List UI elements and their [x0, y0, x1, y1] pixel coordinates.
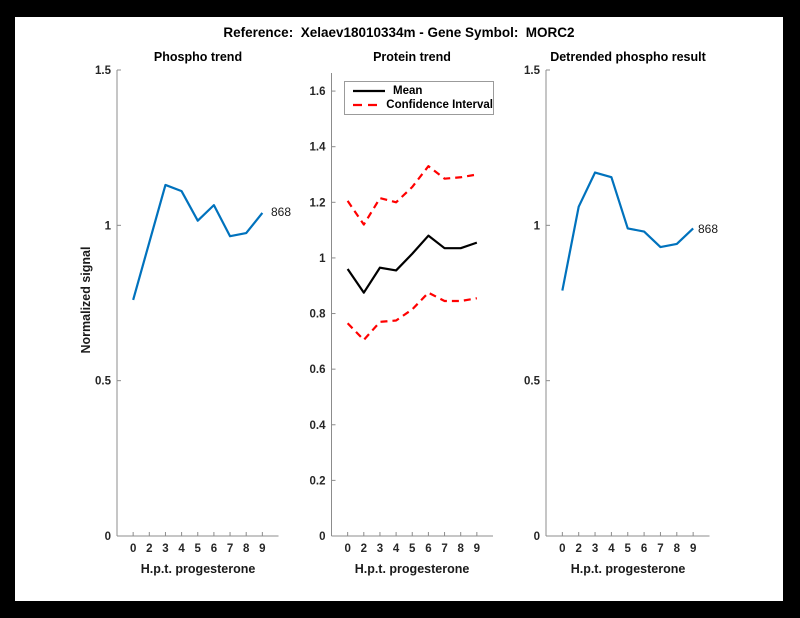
y-tick-label: 0.6	[310, 364, 326, 376]
x-tick-label: 0	[130, 543, 136, 555]
subplot3-title: Detrended phospho result	[550, 50, 706, 64]
y-tick-label: 0.8	[310, 309, 327, 321]
y-tick-label: 0.5	[95, 376, 112, 388]
subplot2-title: Protein trend	[373, 50, 451, 64]
series-line-confidence-interval-upper-	[346, 165, 478, 226]
figure-title: Reference: Xelaev18010334m - Gene Symbol…	[223, 25, 575, 40]
x-tick-label: 4	[608, 543, 615, 555]
subplot1-xlabel: H.p.t. progesterone	[140, 562, 256, 576]
x-tick-label: 7	[227, 543, 233, 555]
x-tick-label: 0	[344, 543, 350, 555]
y-tick-label: 1.2	[310, 197, 326, 209]
x-tick-label: 9	[259, 543, 265, 555]
charts-canvas: 00.511.50 2 3 4 5 6 7 8 900.20.40.60.811.21.41.6…	[95, 65, 710, 555]
legend-label-mean: Mean	[393, 85, 423, 97]
x-tick-label: 3	[592, 543, 598, 555]
x-tick-label: 4	[393, 543, 400, 555]
legend-entry-mean: Mean	[345, 85, 493, 97]
series-line-detrended-phospho-signal	[561, 171, 694, 291]
subplot1-title: Phospho trend	[153, 50, 243, 64]
x-tick-label: 7	[441, 543, 447, 555]
y-tick-label: 0	[319, 531, 325, 543]
x-tick-label: 6	[211, 543, 217, 555]
mean-line-sample-icon	[353, 89, 385, 93]
x-tick-label: 8	[243, 543, 250, 555]
y-tick-label: 1.4	[310, 142, 327, 154]
legend-box: Mean Confidence Interval	[344, 81, 494, 115]
subplot2-xlabel: H.p.t. progesterone	[354, 562, 470, 576]
y-tick-label: 1.5	[524, 65, 541, 77]
confidence-interval-line-sample-icon	[353, 103, 380, 107]
x-tick-label: 0	[559, 543, 565, 555]
y-tick-label: 1	[319, 253, 326, 265]
legend-entry-confidence-interval: Confidence Interval	[345, 99, 493, 111]
x-tick-label: 2	[146, 543, 152, 555]
y-tick-label: 0.5	[524, 376, 541, 388]
legend-label-confidence-interval: Confidence Interval	[386, 99, 493, 111]
y-tick-label: 0.2	[310, 475, 326, 487]
series-line-mean	[346, 234, 478, 294]
x-tick-label: 8	[457, 543, 464, 555]
x-tick-label: 5	[409, 543, 416, 555]
series-line-phospho-signal	[132, 183, 264, 301]
x-tick-label: 5	[625, 543, 632, 555]
x-tick-label: 4	[178, 543, 185, 555]
y-tick-label: 1.6	[310, 86, 326, 98]
x-tick-label: 3	[377, 543, 383, 555]
subplot3-xlabel: H.p.t. progesterone	[570, 562, 686, 576]
x-tick-label: 8	[674, 543, 681, 555]
y-tick-label: 0	[105, 531, 111, 543]
x-tick-label: 5	[195, 543, 202, 555]
series-line-confidence-interval-lower-	[346, 291, 478, 342]
x-tick-label: 9	[690, 543, 696, 555]
y-tick-label: 1	[534, 220, 541, 232]
x-tick-label: 6	[641, 543, 647, 555]
x-tick-label: 9	[474, 543, 480, 555]
figure-window: Reference: Xelaev18010334m - Gene Symbol…	[15, 17, 783, 601]
x-tick-label: 3	[162, 543, 168, 555]
x-tick-label: 6	[425, 543, 431, 555]
y-tick-label: 1	[105, 220, 112, 232]
subplot1-endpoint-label: 868	[271, 205, 292, 219]
x-tick-label: 7	[657, 543, 663, 555]
subplot3-endpoint-label: 868	[698, 222, 719, 236]
x-tick-label: 2	[361, 543, 367, 555]
x-tick-label: 2	[575, 543, 581, 555]
y-tick-label: 1.5	[95, 65, 112, 77]
y-axis-label: Normalized signal	[79, 246, 93, 354]
y-tick-label: 0	[534, 531, 540, 543]
y-tick-label: 0.4	[310, 420, 327, 432]
